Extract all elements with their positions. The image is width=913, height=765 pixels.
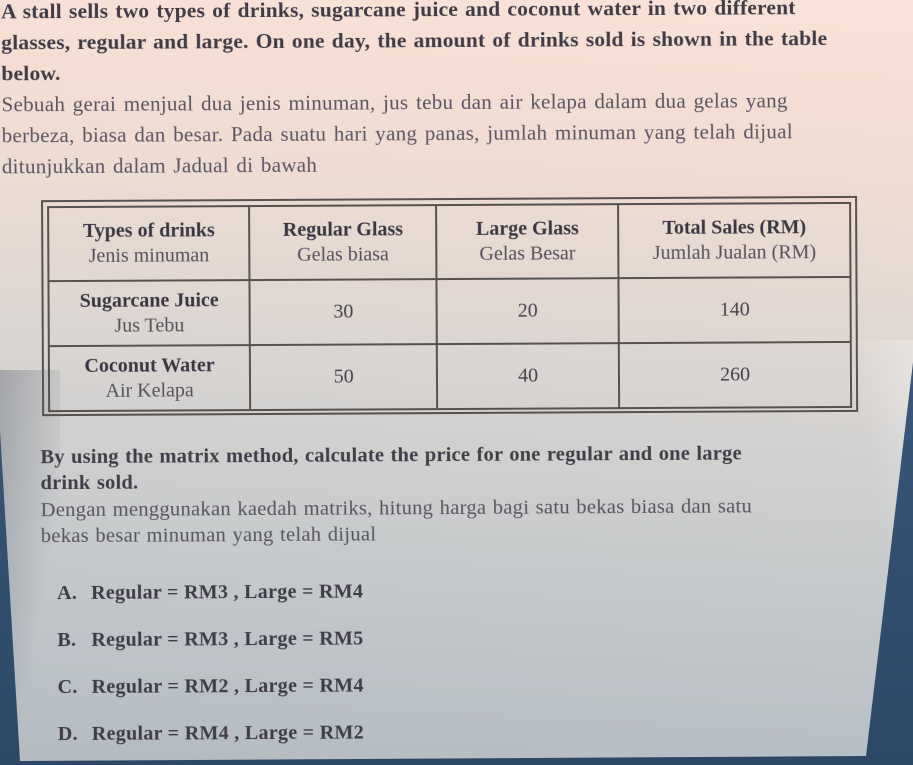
text-line: bekas besar minuman yang telah dijual xyxy=(40,523,377,548)
option-c: C. Regular = RM2 , Large = RM4 xyxy=(57,662,364,711)
option-a: A. Regular = RM3 , Large = RM4 xyxy=(57,568,363,617)
option-text: Regular = RM3 , Large = RM4 xyxy=(91,580,364,604)
drink-name-english: Coconut Water xyxy=(84,353,215,377)
value-total: 260 xyxy=(618,342,852,409)
text-line: berbeza, biasa dan besar. Pada suatu har… xyxy=(1,119,793,148)
header-malay: Gelas biasa xyxy=(297,243,389,266)
row-label-cell: Sugarcane Juice Jus Tebu xyxy=(48,280,251,347)
value-regular: 30 xyxy=(249,279,437,346)
value-large: 40 xyxy=(436,343,620,410)
question-english: By using the matrix method, calculate th… xyxy=(40,441,742,497)
drink-name-malay: Air Kelapa xyxy=(105,378,194,402)
value-total: 140 xyxy=(618,277,851,344)
text-line: ditunjukkan dalam Jadual di bawah xyxy=(1,152,318,179)
column-header-large: Large Glass Gelas Besar xyxy=(436,204,619,280)
header-malay: Gelas Besar xyxy=(479,242,576,265)
text-line: drink sold. xyxy=(40,471,139,495)
answer-options: A. Regular = RM3 , Large = RM4 B. Regular … xyxy=(57,568,364,758)
text-line: Dengan menggunakan kaedah matriks, hitun… xyxy=(40,495,753,522)
text-line: glasses, regular and large. On one day, … xyxy=(1,26,828,55)
option-d: D. Regular = RM4 , Large = RM2 xyxy=(58,709,364,758)
option-text: Regular = RM2 , Large = RM4 xyxy=(91,674,364,698)
header-malay: Jumlah Jualan (RM) xyxy=(652,241,817,265)
column-header-total: Total Sales (RM) Jumlah Jualan (RM) xyxy=(618,202,851,279)
text-line: By using the matrix method, calculate th… xyxy=(40,442,742,469)
value-large: 20 xyxy=(436,278,619,345)
option-label: D. xyxy=(57,722,78,746)
header-malay: Jenis minuman xyxy=(88,244,210,268)
table-header-row: Types of drinks Jenis minuman Regular Gl… xyxy=(48,202,851,282)
option-text: Regular = RM4 , Large = RM2 xyxy=(91,721,365,745)
option-b: B. Regular = RM3 , Large = RM5 xyxy=(57,615,363,664)
problem-statement-malay: Sebuah gerai menjual dua jenis minuman, … xyxy=(1,85,793,182)
header-english: Total Sales (RM) xyxy=(662,216,807,239)
sales-table-grid: Types of drinks Jenis minuman Regular Gl… xyxy=(47,202,852,412)
option-label: C. xyxy=(57,675,78,699)
row-label-cell: Coconut Water Air Kelapa xyxy=(48,345,251,412)
drink-name-malay: Jus Tebu xyxy=(114,314,185,337)
text-line: Sebuah gerai menjual dua jenis minuman, … xyxy=(1,88,788,117)
header-english: Regular Glass xyxy=(282,218,404,241)
column-header-types: Types of drinks Jenis minuman xyxy=(48,206,250,282)
table-row-coconut: Coconut Water Air Kelapa 50 40 260 xyxy=(48,342,852,412)
column-header-regular: Regular Glass Gelas biasa xyxy=(249,205,437,281)
sales-table: Types of drinks Jenis minuman Regular Gl… xyxy=(41,195,859,417)
problem-statement-english: A stall sells two types of drinks, sugar… xyxy=(1,0,828,89)
option-label: A. xyxy=(57,581,78,605)
option-label: B. xyxy=(57,628,77,652)
value-regular: 50 xyxy=(250,344,438,411)
drink-name-english: Sugarcane Juice xyxy=(79,288,219,312)
header-english: Large Glass xyxy=(475,217,579,240)
question-malay: Dengan menggunakan kaedah matriks, hitun… xyxy=(41,493,753,549)
table-row-sugarcane: Sugarcane Juice Jus Tebu 30 20 140 xyxy=(48,277,851,347)
header-english: Types of drinks xyxy=(82,219,215,243)
text-line: below. xyxy=(1,61,61,86)
option-text: Regular = RM3 , Large = RM5 xyxy=(91,627,364,651)
